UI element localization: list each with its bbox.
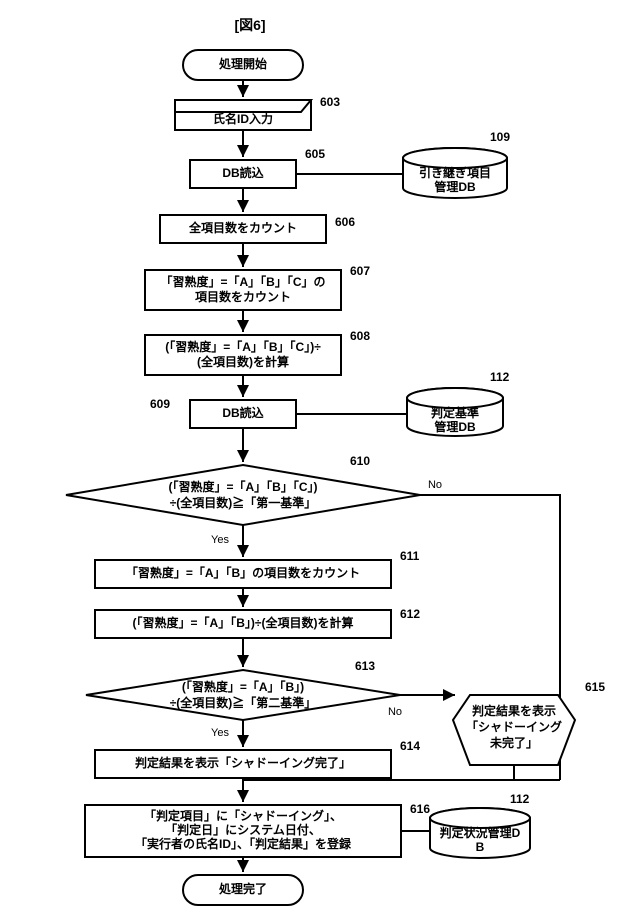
n615-l2: 「シャドーイング (466, 719, 562, 734)
n608-l1: (「習熟度」=「A」「B」「C」)÷ (165, 339, 321, 354)
n606-text: 全項目数をカウント (188, 220, 297, 235)
node-603: 氏名ID入力 (175, 100, 311, 130)
n610-l1: (「習熟度」=「A」「B」「C」) (169, 479, 318, 494)
n614-text: 判定結果を表示「シャドーイング完了」 (135, 755, 351, 770)
db-112b: 判定状況管理D B (430, 808, 530, 858)
branch-yes-610: Yes (211, 534, 229, 546)
n615-l1: 判定結果を表示 (472, 703, 556, 718)
figure-title: [図6] (234, 17, 265, 33)
n616-l1: 「判定項目」に「シャドーイング」、 (144, 808, 342, 823)
label-611: 611 (400, 549, 420, 563)
n612-text: (「習熟度」=「A」「B」)÷(全項目数)を計算 (133, 615, 354, 630)
branch-yes-613: Yes (211, 727, 229, 739)
label-614: 614 (400, 739, 420, 753)
label-610: 610 (350, 454, 370, 468)
end-text: 処理完了 (218, 881, 267, 896)
db109-l1: 引き継ぎ項目 (419, 165, 491, 180)
branch-no-613: No (388, 706, 402, 718)
label-616: 616 (410, 802, 430, 816)
n607-l1: 「習熟度」=「A」「B」「C」の (160, 274, 325, 289)
node-616: 「判定項目」に「シャドーイング」、 「判定日」にシステム日付、 「実行者の氏名I… (85, 805, 401, 857)
db112b-l1: 判定状況管理D (440, 825, 521, 840)
db-109: 引き継ぎ項目 管理DB (403, 148, 507, 198)
node-610: (「習熟度」=「A」「B」「C」) ÷(全項目数)≧「第一基準」 (66, 465, 420, 525)
n603-text: 氏名ID入力 (213, 111, 273, 126)
n613-l2: ÷(全項目数)≧「第二基準」 (170, 695, 317, 710)
label-603: 603 (320, 95, 340, 109)
node-615: 判定結果を表示 「シャドーイング 未完了」 (453, 695, 575, 765)
label-612: 612 (400, 607, 420, 621)
n607-l2: 項目数をカウント (195, 289, 291, 304)
n608-l2: (全項目数)を計算 (197, 354, 289, 369)
label-112a: 112 (490, 370, 510, 384)
label-615: 615 (585, 680, 605, 694)
node-start: 処理開始 (183, 50, 303, 80)
label-112b: 112 (510, 792, 530, 806)
label-608: 608 (350, 329, 370, 343)
n613-l1: (「習熟度」=「A」「B」) (182, 679, 304, 694)
node-614: 判定結果を表示「シャドーイング完了」 (95, 750, 391, 778)
node-606: 全項目数をカウント (160, 215, 326, 243)
node-612: (「習熟度」=「A」「B」)÷(全項目数)を計算 (95, 610, 391, 638)
node-605: DB読込 (190, 160, 296, 188)
label-109: 109 (490, 130, 510, 144)
n611-text: 「習熟度」=「A」「B」の項目数をカウント (126, 565, 360, 580)
branch-no-610: No (428, 479, 442, 491)
node-607: 「習熟度」=「A」「B」「C」の 項目数をカウント (145, 270, 341, 310)
n605-text: DB読込 (222, 165, 263, 180)
label-607: 607 (350, 264, 370, 278)
node-611: 「習熟度」=「A」「B」の項目数をカウント (95, 560, 391, 588)
label-606: 606 (335, 215, 355, 229)
db-112a: 判定基準 管理DB (407, 388, 503, 436)
start-text: 処理開始 (218, 56, 267, 71)
label-605: 605 (305, 147, 325, 161)
db112b-l2: B (476, 840, 485, 854)
node-613: (「習熟度」=「A」「B」) ÷(全項目数)≧「第二基準」 (86, 670, 400, 720)
n616-l2: 「判定日」にシステム日付、 (165, 822, 321, 837)
n615-l3: 未完了」 (489, 735, 538, 750)
label-613: 613 (355, 659, 375, 673)
label-609: 609 (150, 397, 170, 411)
node-609: DB読込 (190, 400, 296, 428)
n609-text: DB読込 (222, 405, 263, 420)
db112a-l1: 判定基準 (431, 405, 479, 420)
n616-l3: 「実行者の氏名ID」、「判定結果」を登録 (135, 836, 352, 851)
db109-l2: 管理DB (434, 179, 476, 194)
node-end: 処理完了 (183, 875, 303, 905)
db112a-l2: 管理DB (434, 419, 476, 434)
node-608: (「習熟度」=「A」「B」「C」)÷ (全項目数)を計算 (145, 335, 341, 375)
n610-l2: ÷(全項目数)≧「第一基準」 (170, 495, 317, 510)
